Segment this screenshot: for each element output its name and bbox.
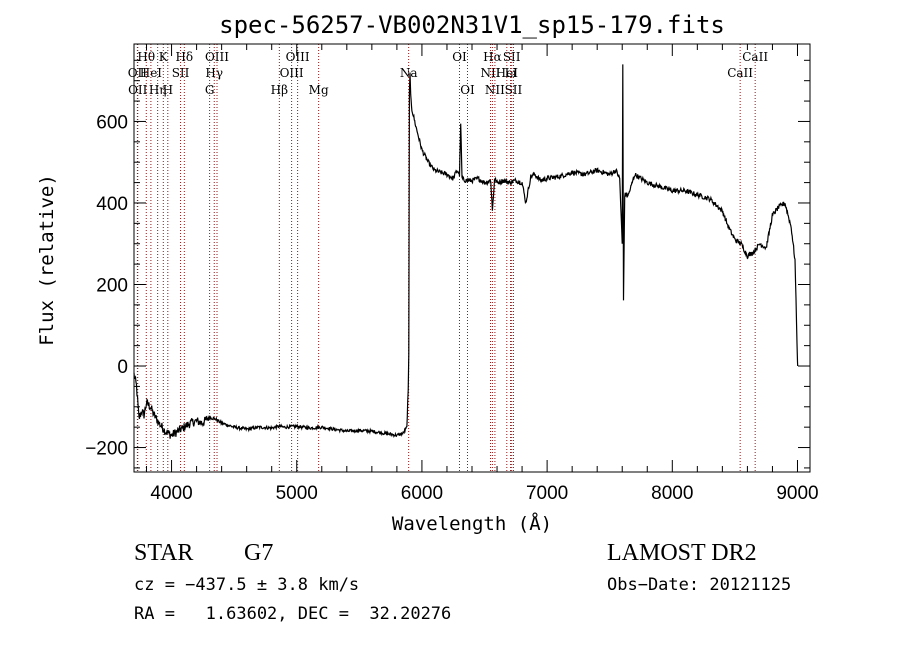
- line-marker-label: G: [205, 83, 215, 97]
- y-tick-label: 600: [96, 112, 128, 133]
- line-marker-label: SII: [505, 83, 523, 97]
- axis-ticks: 4000 5000 6000 7000 8000 9000 −200 0 200 400 600: [85, 44, 819, 504]
- spectrum-line: [133, 64, 799, 439]
- object-class: STAR: [134, 540, 193, 566]
- line-marker-label: Hθ: [137, 50, 155, 64]
- line-marker-label: Hα: [483, 50, 502, 64]
- line-marker-label: Na: [400, 66, 418, 80]
- line-marker-label: OIII: [205, 50, 229, 64]
- x-axis-label: Wavelength (Å): [392, 512, 552, 535]
- y-tick-label: 0: [117, 357, 128, 378]
- line-marker-label: OIII: [280, 66, 304, 80]
- line-marker-label: Hη: [149, 83, 167, 97]
- line-marker-label: OII: [128, 83, 148, 97]
- x-tick-label: 4000: [150, 483, 192, 504]
- line-marker-label: OIII: [286, 50, 310, 64]
- line-marker-label: Hβ: [271, 83, 288, 97]
- plot-frame: [133, 43, 811, 473]
- line-marker-label: K: [159, 50, 169, 64]
- line-marker-label: Li: [505, 66, 517, 80]
- line-markers: OII OII Hθ HeI Hη K H SII Hδ G Hγ OIII Hβ OIII OIII Mg N…: [128, 44, 768, 472]
- line-marker-label: NII: [485, 83, 505, 97]
- line-marker-label: CaII: [742, 50, 768, 64]
- observation-date: Obs−Date: 20121125: [607, 575, 791, 595]
- line-marker-label: OI: [452, 50, 467, 64]
- chart-title: spec-56257-VB002N31V1_sp15-179.fits: [219, 11, 725, 39]
- x-tick-label: 5000: [276, 483, 318, 504]
- object-subclass: G7: [244, 540, 273, 566]
- line-marker-label: HeI: [140, 66, 163, 80]
- y-axis-label: Flux (relative): [36, 174, 58, 346]
- redshift-velocity: cz = −437.5 ± 3.8 km/s: [134, 575, 359, 595]
- y-tick-label: 400: [96, 194, 128, 215]
- coordinates: RA = 1.63602, DEC = 32.20276: [134, 604, 451, 624]
- line-marker-label: HeI: [496, 66, 519, 80]
- x-tick-label: 8000: [651, 483, 693, 504]
- x-tick-label: 6000: [401, 483, 443, 504]
- x-tick-label: 9000: [776, 483, 818, 504]
- line-marker-label: NII: [481, 66, 501, 80]
- line-marker-label: Hδ: [175, 50, 193, 64]
- line-marker-label: CaII: [727, 66, 753, 80]
- x-tick-label: 7000: [526, 483, 568, 504]
- line-marker-label: SII: [172, 66, 190, 80]
- y-tick-label: −200: [85, 439, 128, 460]
- line-marker-label: OII: [128, 66, 148, 80]
- line-marker-label: OI: [460, 83, 475, 97]
- line-marker-label: H: [163, 83, 173, 97]
- line-marker-label: Hγ: [205, 66, 223, 80]
- line-marker-label: SII: [503, 50, 521, 64]
- line-marker-label: Mg: [309, 83, 329, 97]
- survey-name: LAMOST DR2: [607, 540, 757, 566]
- y-tick-label: 200: [96, 275, 128, 296]
